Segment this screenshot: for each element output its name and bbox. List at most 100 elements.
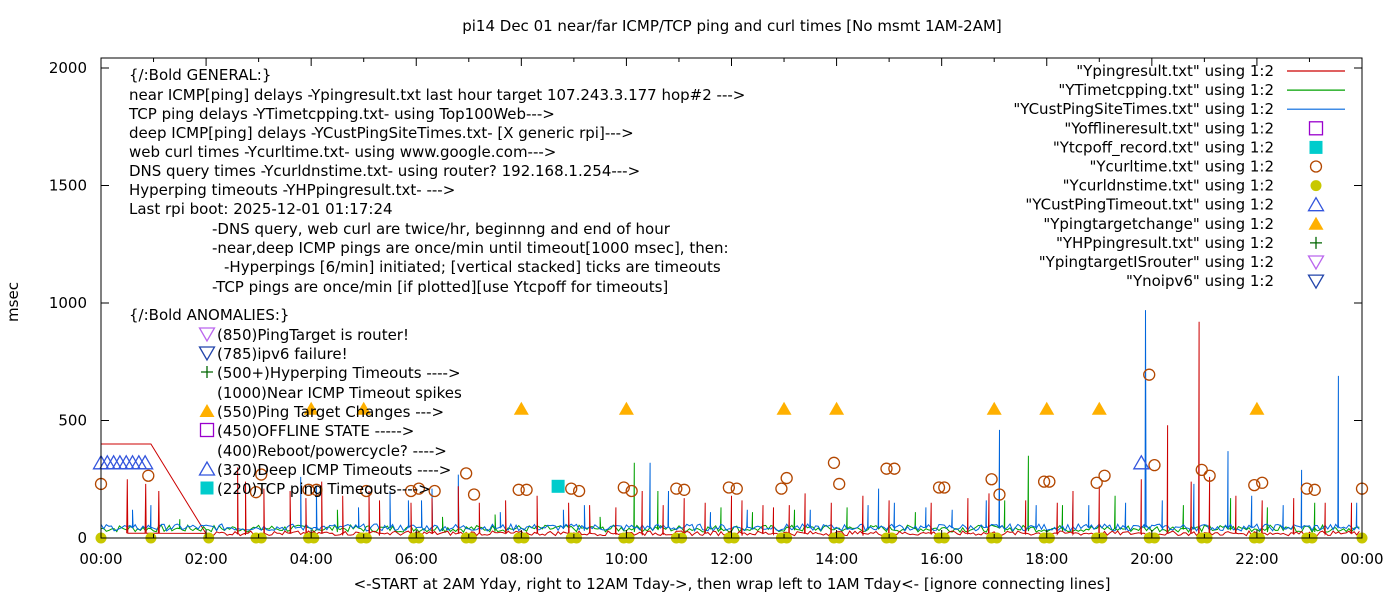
legend-entry-swatch (1307, 255, 1325, 271)
annotation-general-line: -DNS query, web curl are twice/hr, begin… (212, 220, 671, 238)
x-axis-label: <-START at 2AM Yday, right to 12AM Tday-… (354, 575, 1111, 593)
x-tick-label: 14:00 (815, 550, 858, 568)
point-target-change-5 (829, 401, 845, 415)
series-line-deep-icmp (100, 310, 1360, 533)
point-curl-20 (722, 481, 736, 494)
point-curl-21 (730, 482, 743, 495)
legend-entry-label: "YTimetcpping.txt" using 1:2 (1058, 81, 1274, 99)
point-curl-15 (572, 484, 586, 498)
point-target-change-8 (1091, 401, 1107, 415)
legend-entry-label: "Ycurldnstime.txt" using 1:2 (1063, 177, 1274, 195)
point-curl-36 (1143, 368, 1156, 381)
point-target-change-6 (986, 401, 1002, 415)
point-curl-42 (1300, 482, 1313, 495)
point-target-change-1 (356, 401, 372, 415)
annotation-general-line: {/:Bold GENERAL:} (129, 66, 271, 84)
legend-entry-swatch (1310, 236, 1322, 249)
point-curl-30 (985, 473, 998, 486)
legend-entry-swatch (1310, 180, 1322, 192)
y-tick-label: 2000 (49, 59, 87, 77)
x-tick-label: 00:00 (79, 550, 122, 568)
annotation-anomaly-line: (320)Deep ICMP Timeouts ----> (217, 461, 451, 479)
point-curl-16 (617, 481, 630, 494)
point-curl-32 (1037, 475, 1051, 488)
annotation-anomaly-line: (500+)Hyperping Timeouts ----> (217, 364, 461, 382)
point-curl-8 (412, 482, 426, 495)
annotation-general-line: Last rpi boot: 2025-12-01 01:17:24 (129, 200, 393, 218)
anomaly-key-marker (199, 422, 215, 438)
legend-entry-label: "YHPpingresult.txt" using 1:2 (1056, 234, 1274, 252)
annotation-general-line: web curl times -Ycurltime.txt- using www… (129, 143, 556, 161)
annotation-anomaly-line: (450)OFFLINE STATE -----> (217, 422, 414, 440)
x-tick-label: 02:00 (184, 550, 227, 568)
legend-entry-label: "YpingtargetISrouter" using 1:2 (1039, 253, 1274, 271)
point-curl-9 (428, 484, 441, 498)
point-curl-38 (1195, 463, 1208, 477)
x-tick-label: 04:00 (290, 550, 333, 568)
point-curl-7 (404, 484, 418, 498)
y-tick-label: 500 (58, 412, 87, 430)
anomaly-key-marker (201, 366, 213, 378)
annotation-general-line: deep ICMP[ping] delays -YCustPingSiteTim… (129, 124, 634, 142)
point-curl-40 (1248, 478, 1261, 492)
y-tick-label: 1000 (49, 294, 87, 312)
point-curl-34 (1090, 476, 1103, 489)
point-tcpoff-0 (551, 479, 565, 493)
point-curl-23 (780, 471, 793, 485)
point-target-change-0 (303, 401, 319, 415)
legend-entry-swatch (1307, 196, 1325, 212)
point-curl-29 (938, 481, 951, 494)
annotation-anomaly-line: (1000)Near ICMP Timeout spikes (217, 384, 462, 402)
x-tick-label: 16:00 (920, 550, 963, 568)
annotation-general-line: -TCP pings are once/min [if plotted][use… (212, 278, 668, 296)
point-curl-10 (460, 467, 473, 480)
legend-entry-label: "Yofflineresult.txt" using 1:2 (1064, 119, 1274, 137)
legend-entry-swatch (1308, 216, 1324, 230)
annotation-general-line: TCP ping delays -YTimetcpping.txt- using… (128, 105, 555, 123)
point-curl-43 (1308, 483, 1321, 496)
annotation-anomaly-line: (220)TCP ping Timeouts----> (217, 480, 431, 498)
x-tick-label: 10:00 (605, 550, 648, 568)
annotation-anomaly-line: (850)PingTarget is router! (217, 326, 409, 344)
annotation-anomaly-line: (400)Reboot/powercycle? ----> (217, 442, 447, 460)
x-tick-label: 20:00 (1130, 550, 1173, 568)
point-curl-26 (880, 462, 893, 475)
point-target-change-2 (513, 401, 529, 415)
point-curl-1 (142, 469, 155, 482)
point-target-change-4 (776, 401, 792, 415)
point-curl-22 (775, 482, 788, 495)
legend-entry-swatch (1309, 160, 1323, 173)
series-line-near-icmp (126, 321, 1360, 537)
point-curl-37 (1148, 458, 1161, 472)
point-deep-timeout-7 (136, 454, 154, 470)
x-tick-label: 00:00 (1340, 550, 1383, 568)
annotation-anomaly-line: (550)Ping Target Changes ---> (217, 403, 444, 421)
y-axis-label: msec (4, 282, 22, 322)
anomaly-key-marker (198, 460, 216, 476)
point-curl-13 (520, 483, 533, 496)
annotation-anomaly-line: {/:Bold ANOMALIES:} (129, 306, 289, 324)
point-target-change-3 (618, 401, 634, 415)
legend-entry-label: "Ynoipv6" using 1:2 (1126, 272, 1274, 290)
anomaly-key-marker (198, 346, 216, 362)
x-tick-label: 08:00 (500, 550, 543, 568)
anomaly-key-marker (198, 327, 216, 343)
legend-entry-label: "Ycurltime.txt" using 1:2 (1089, 158, 1274, 176)
point-curl-24 (827, 456, 841, 469)
x-tick-label: 18:00 (1025, 550, 1068, 568)
point-curl-11 (467, 488, 481, 501)
point-curl-12 (512, 483, 525, 496)
legend-entry-label: "YCustPingSiteTimes.txt" using 1:2 (1013, 100, 1274, 118)
anomaly-key-marker (200, 481, 214, 495)
x-tick-label: 22:00 (1235, 550, 1278, 568)
y-tick-label: 1500 (49, 177, 87, 195)
annotation-general-line: -Hyperpings [6/min] initiated; [vertical… (224, 258, 721, 276)
annotation-general-line: -near,deep ICMP pings are once/min until… (212, 239, 729, 257)
point-curl-4 (302, 483, 315, 496)
anomaly-key-marker (199, 404, 215, 417)
legend-entry-label: "Ypingresult.txt" using 1:2 (1076, 62, 1274, 80)
point-curl-25 (833, 477, 846, 491)
point-curl-19 (678, 483, 691, 496)
point-curl-28 (932, 481, 946, 494)
